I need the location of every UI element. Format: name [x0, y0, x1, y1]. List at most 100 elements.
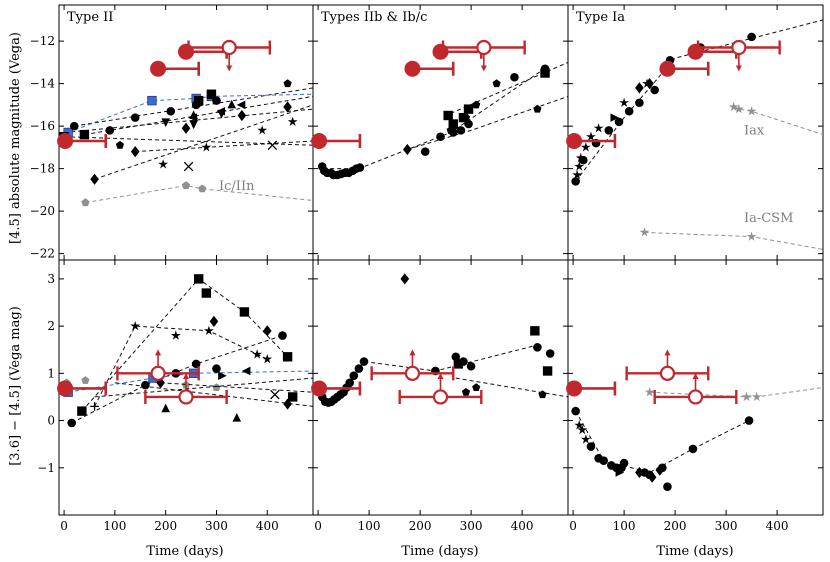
panel-1-top-triangle-down	[189, 120, 198, 130]
panel-1-bottom-ytick-label: 3	[47, 272, 55, 286]
panel-2-bottom-xtick-label: 0	[314, 519, 322, 533]
panel-1-bottom-limit-point	[150, 365, 166, 381]
panel-3-top-gray-marker	[639, 227, 650, 237]
panel-2-top-black-line	[407, 95, 569, 150]
panel-1-top-triangle-down	[161, 118, 170, 128]
panel-2-top-pentagon	[446, 126, 455, 134]
panel-2-bottom-square	[453, 359, 464, 369]
panel-3-top-gray-marker	[728, 101, 739, 112]
panel-1-bottom-star	[252, 349, 262, 359]
panel-1-top-target-point	[150, 60, 167, 77]
panel-2-top-square	[463, 104, 474, 114]
panel-3-bottom-circle	[663, 482, 672, 491]
panel-1-bottom-diamond	[209, 315, 219, 327]
panel-2-bottom-limit-point	[432, 389, 449, 405]
panel-2-bottom-limit-arrowhead	[409, 349, 416, 356]
panel-1-bottom-square	[239, 307, 250, 317]
panel-2-bottom-pentagon	[461, 387, 471, 396]
panel-2-top-circle	[436, 132, 445, 142]
panel-1-top-gray-marker	[181, 181, 191, 190]
panel-3-top-star	[574, 161, 585, 171]
panel-1-bottom-triangle	[232, 413, 242, 422]
panel-2-top-pentagon	[492, 79, 501, 88]
panel-1-top-black-line	[94, 104, 314, 180]
panel-3-bottom-limit-arrowhead	[692, 372, 699, 379]
panel-1-top-target-point	[57, 133, 74, 149]
panel-1-bottom-circle	[278, 331, 287, 340]
panel-3-top-star	[572, 169, 583, 180]
panel-1-bottom-triangle-right	[218, 371, 227, 380]
panel-2-bottom-limit-point	[404, 365, 421, 381]
panel-2-bottom-circle	[451, 352, 461, 362]
panel-3-top-circle	[571, 177, 580, 186]
panel-1-top-circle	[69, 121, 79, 131]
panel-3-bottom-circle	[688, 444, 698, 454]
panel-2-bottom-square	[530, 326, 540, 336]
panel-1-top-star	[257, 125, 268, 135]
panel-3-top-limit-point	[731, 39, 747, 56]
panel-3-top-star	[593, 123, 604, 133]
panel-1-top-ytick-label: −16	[30, 119, 55, 133]
panel-2-top-square	[540, 68, 550, 78]
panel-1-top-star	[201, 142, 212, 152]
panel-1-bottom-limit-arrowhead	[155, 349, 162, 356]
panel-3-bottom-circle	[599, 456, 608, 465]
panel-1-top-limit-point	[221, 39, 237, 56]
panel-3-top-circle	[635, 98, 644, 108]
panel-3-bottom-circle	[571, 406, 580, 416]
panel-3-bottom-xtick-label: 300	[715, 519, 738, 533]
panel-3-annotation: Iax	[744, 124, 765, 139]
panel-3-top-target-point	[566, 133, 583, 149]
panel-3-top-diamond	[635, 82, 644, 94]
panel-2-bottom-xtick-label: 200	[409, 519, 432, 533]
panel-1-bottom-xtick-label: 200	[154, 519, 177, 533]
panel-3-top-triangle-right	[610, 113, 620, 122]
panel-2-bottom-square	[542, 366, 553, 376]
panel-3-annotation: Ia-CSM	[744, 211, 793, 226]
panel-1-bottom-diamond	[262, 325, 272, 337]
panel-2-top-circle	[456, 126, 466, 135]
panel-1-top-black-line	[84, 95, 314, 136]
panel-3-title: Type Ia	[576, 10, 625, 25]
panel-1-bottom-ytick-label: 2	[47, 319, 55, 333]
panel-1-top-circle	[105, 126, 115, 135]
panel-1-top-blue-line	[67, 93, 314, 133]
panel-2-bottom-limit-arrowhead	[437, 372, 444, 379]
panel-3-bottom-limit-point	[687, 389, 704, 405]
panel-3-bottom-xtick-label: 200	[664, 519, 687, 533]
panel-3-bottom-star	[580, 434, 591, 444]
panel-1-bottom-black-line	[114, 382, 314, 407]
panel-1-top-gray-marker	[81, 198, 90, 207]
panel-1-bottom-ytick-label: −1	[37, 461, 55, 475]
panel-1-top-triangle	[189, 110, 198, 119]
panel-1-bottom-xtick-label: 100	[103, 519, 126, 533]
panel-3-top-star	[619, 97, 629, 107]
panel-1-bottom-square	[201, 288, 212, 298]
panel-3-bottom-gray-marker	[644, 387, 655, 397]
panel-3-bottom-gray-marker	[741, 391, 752, 402]
panel-1-top-gray-line	[85, 185, 314, 204]
panel-2-bottom-circle	[345, 378, 355, 388]
panel-1-bottom-star	[130, 321, 141, 331]
xlabel-2: Time (days)	[401, 544, 478, 559]
panel-1-top-square	[206, 89, 217, 99]
panel-1-bottom-triangle-left	[241, 366, 251, 376]
panel-3-top-circle	[624, 106, 634, 116]
panel-3-top-gray-marker	[746, 231, 757, 241]
panel-1-bottom-xtick-label: 400	[256, 519, 279, 533]
panel-1-bottom-star	[262, 354, 273, 364]
panel-1-top-target-point	[178, 43, 194, 60]
panel-2-bottom-black-line	[455, 377, 569, 398]
panel-1-bottom-circle	[212, 364, 221, 373]
panel-1-bottom-square	[282, 352, 293, 362]
panel-1-top-ytick-label: −18	[30, 162, 55, 176]
panel-3-top-circle	[650, 85, 659, 95]
panel-1-bottom-xtick-label: 0	[60, 519, 68, 533]
panel-1-top-circle	[130, 113, 140, 122]
panel-1-bottom-star	[204, 325, 214, 335]
panel-2-bottom-pentagon	[538, 390, 547, 399]
xlabel-1: Time (days)	[146, 544, 223, 559]
panel-1-bottom-black-line	[160, 382, 314, 393]
panel-3-top-circle	[614, 117, 624, 127]
